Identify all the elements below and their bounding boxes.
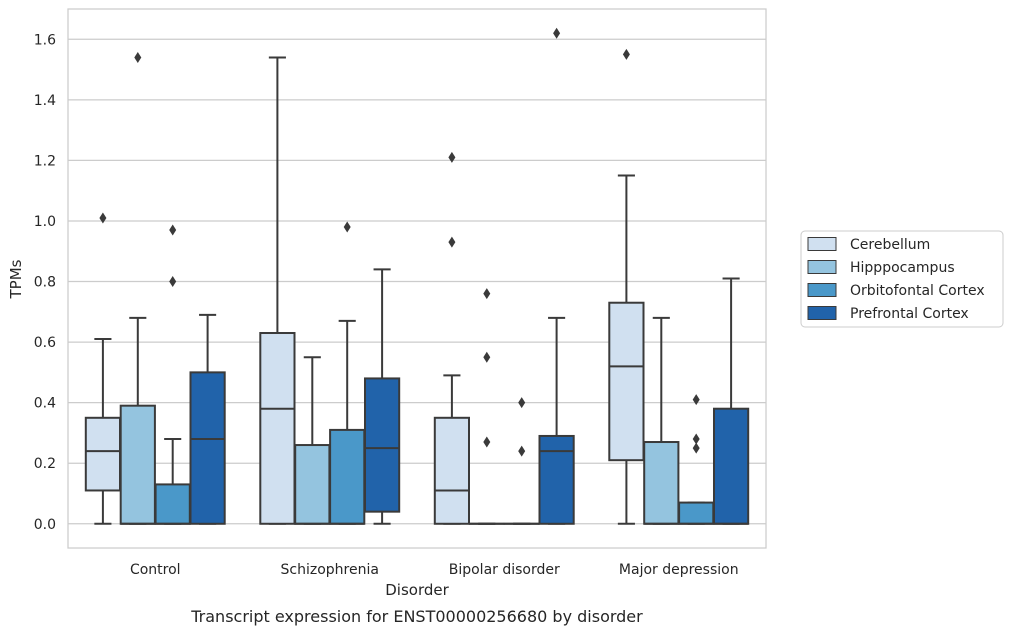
box-cerebellum-control xyxy=(84,212,122,525)
plot-frame xyxy=(67,8,767,549)
box-body xyxy=(608,301,645,462)
y-tick-label: 0.8 xyxy=(34,275,56,291)
legend-swatch xyxy=(807,306,837,320)
y-tick-label: 1.6 xyxy=(34,32,56,48)
y-tick-label: 0.4 xyxy=(34,396,56,412)
outlier-point xyxy=(134,51,142,63)
x-tick-label: Control xyxy=(130,562,181,578)
box-body xyxy=(329,428,366,525)
box-body xyxy=(84,416,122,492)
outlier-point xyxy=(692,394,700,406)
box-hipppocampus-schizophrenia xyxy=(294,356,331,525)
box-orbitofontal-cortex-major-depression xyxy=(678,394,715,525)
outlier-point xyxy=(448,236,456,248)
outlier-point xyxy=(448,151,456,163)
outlier-point xyxy=(343,221,351,233)
box-prefrontal-cortex-schizophrenia xyxy=(363,268,401,525)
x-tick-label: Schizophrenia xyxy=(281,562,379,578)
box-prefrontal-cortex-bipolar-disorder xyxy=(538,27,575,525)
outlier-point xyxy=(518,397,526,409)
outlier-point xyxy=(169,224,177,236)
outlier-point xyxy=(692,442,700,454)
box-prefrontal-cortex-major-depression xyxy=(712,277,750,525)
y-tick-label: 1.2 xyxy=(34,153,56,169)
box-prefrontal-cortex-control xyxy=(189,313,226,525)
x-axis-label: Disorder xyxy=(385,581,449,599)
x-axis-ticks: Control Schizophrenia Bipolar disorder Majo… xyxy=(130,562,739,578)
box-cerebellum-major-depression xyxy=(608,48,645,525)
box-body xyxy=(294,444,331,525)
box-body xyxy=(712,407,750,525)
y-axis-label: TPMs xyxy=(7,259,25,299)
box-hipppocampus-control xyxy=(119,51,156,525)
outlier-point xyxy=(483,351,491,363)
box-cerebellum-bipolar-disorder xyxy=(433,151,471,525)
box-body xyxy=(678,501,715,525)
box-orbitofontal-cortex-bipolar-disorder xyxy=(503,397,540,525)
outlier-point xyxy=(483,436,491,448)
legend-label: Orbitofontal Cortex xyxy=(850,283,985,299)
y-tick-label: 1.0 xyxy=(34,214,56,230)
outlier-point xyxy=(518,445,526,457)
box-body xyxy=(259,332,296,525)
box-body xyxy=(643,441,680,525)
box-body xyxy=(189,371,226,525)
legend-swatch xyxy=(807,260,837,274)
x-tick-label: Major depression xyxy=(619,562,739,578)
box-cerebellum-schizophrenia xyxy=(259,56,296,525)
plot-area xyxy=(84,27,750,525)
box-body xyxy=(538,434,575,525)
box-body xyxy=(433,416,471,525)
outlier-point xyxy=(692,433,700,445)
legend-swatch xyxy=(807,237,837,251)
figure-caption: Transcript expression for ENST0000025668… xyxy=(190,607,643,626)
box-hipppocampus-major-depression xyxy=(643,316,680,525)
outlier-point xyxy=(99,212,107,224)
legend-label: Hipppocampus xyxy=(850,260,955,276)
outlier-point xyxy=(483,288,491,300)
y-tick-label: 0.6 xyxy=(34,335,56,351)
y-tick-label: 1.4 xyxy=(34,93,56,109)
box-hipppocampus-bipolar-disorder xyxy=(468,288,505,525)
legend-frame xyxy=(800,230,1004,328)
box-orbitofontal-cortex-control xyxy=(154,224,191,525)
y-axis-ticks: 0.0 0.2 0.4 0.6 0.8 1.0 1.2 1.4 1.6 xyxy=(34,32,56,532)
x-tick-label: Bipolar disorder xyxy=(449,562,560,578)
outlier-point xyxy=(553,27,561,39)
outlier-point xyxy=(622,48,630,60)
legend: Cerebellum Hipppocampus Orbitofontal Corte… xyxy=(800,230,1004,328)
legend-label: Prefrontal Cortex xyxy=(850,306,969,322)
legend-label: Cerebellum xyxy=(850,237,930,253)
outlier-point xyxy=(169,276,177,288)
box-body xyxy=(154,483,191,525)
y-tick-label: 0.2 xyxy=(34,456,56,472)
box-body xyxy=(363,377,401,513)
legend-swatch xyxy=(807,283,837,297)
y-tick-label: 0.0 xyxy=(34,517,56,533)
box-body xyxy=(119,404,156,525)
